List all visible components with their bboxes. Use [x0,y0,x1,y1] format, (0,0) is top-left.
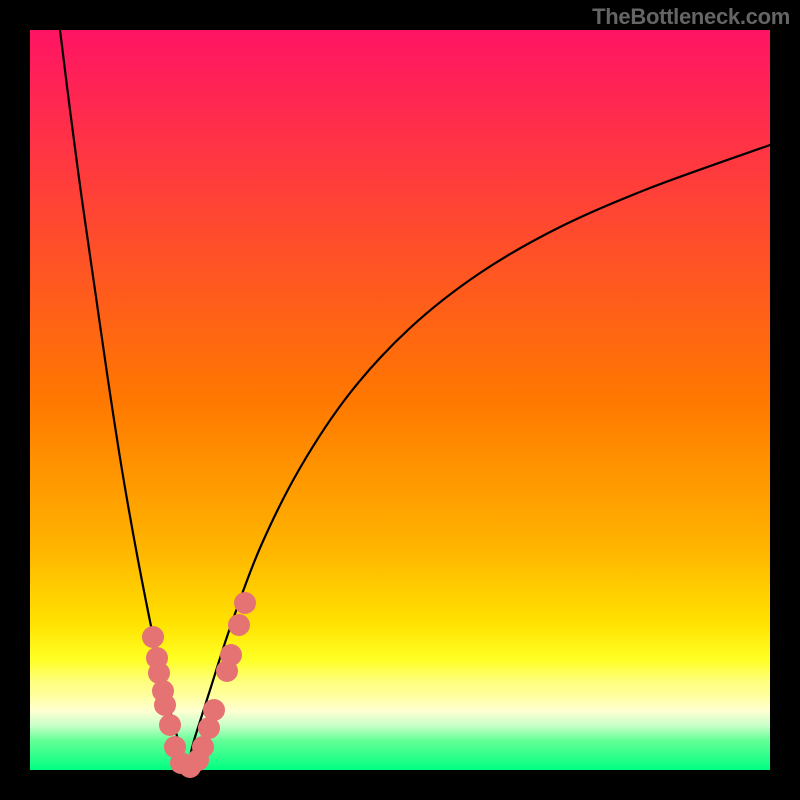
chart-container: TheBottleneck.com [0,0,800,800]
chart-background [0,0,800,800]
gradient-rect [30,30,770,770]
watermark-text: TheBottleneck.com [592,4,790,30]
